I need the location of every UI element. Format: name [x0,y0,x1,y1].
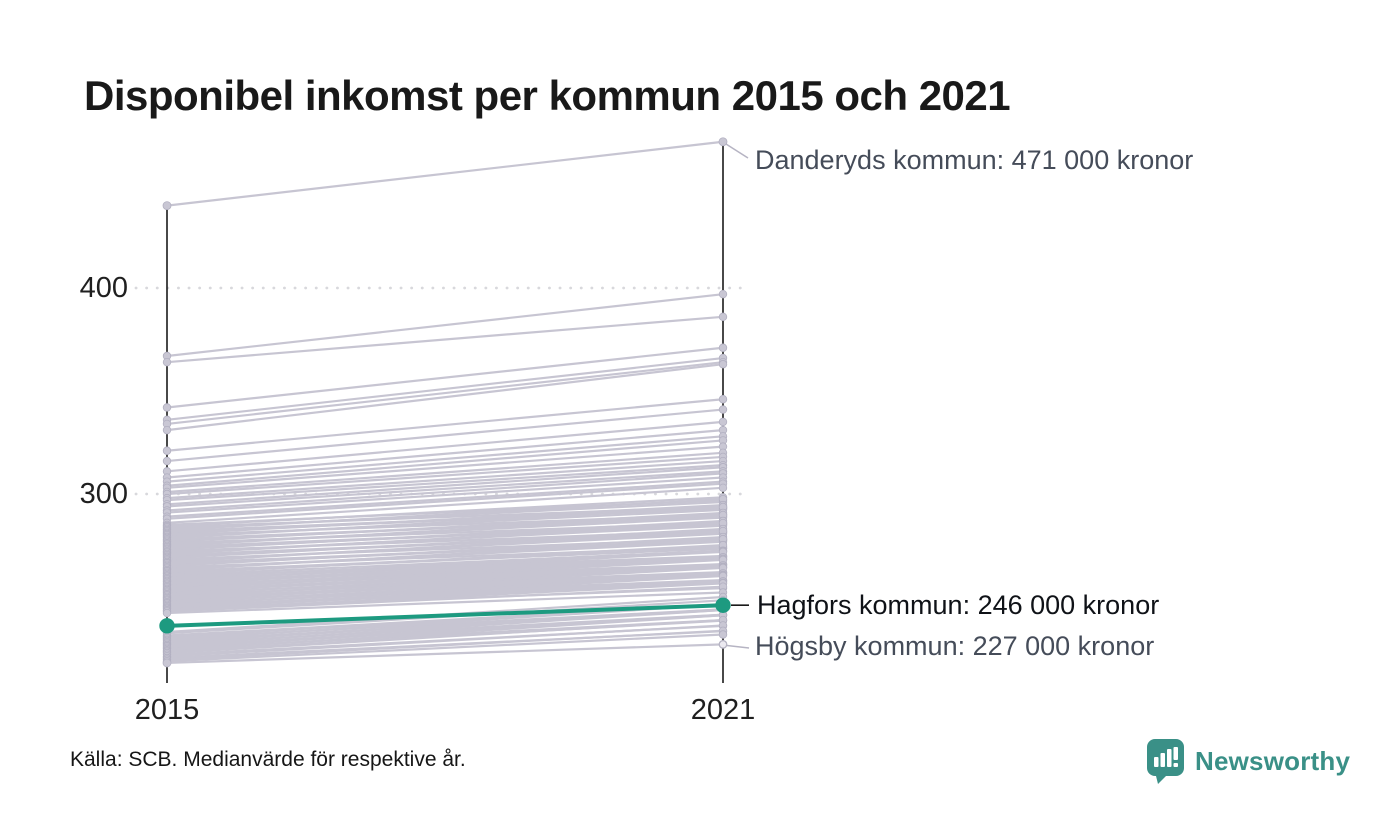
background-line [166,429,724,479]
background-line [166,435,724,483]
background-line [166,513,724,548]
line-danderyds-kommun-dot-2015 [162,201,172,211]
background-line [166,445,724,489]
newsworthy-branding: Newsworthy [1146,738,1350,785]
highlighted-line-hagfors [159,597,731,634]
background-line [166,572,724,600]
background-line [166,439,724,487]
background-line-dot-2015 [162,456,172,466]
background-line [166,505,724,539]
background-line [166,346,724,409]
background-line [166,315,724,364]
background-line [166,470,724,508]
x-tick-label-2021: 2021 [690,694,756,726]
newsworthy-logo-text: Newsworthy [1195,746,1351,776]
background-line-dot-2015 [162,608,172,618]
background-line [166,472,724,512]
background-line [166,629,724,661]
background-line [166,293,724,358]
background-line-dot-2015 [162,403,172,412]
background-line-dot-2021 [718,630,728,639]
background-line [166,529,724,564]
line-h-gsby-kommun [166,643,724,665]
background-line [166,574,724,606]
line-hagfors-highlight [166,603,724,628]
background-line [166,464,724,502]
background-line [166,582,724,612]
background-line [166,482,724,520]
leader-danderyd [725,143,749,159]
background-line [166,633,724,663]
background-line [166,566,724,598]
background-line [166,550,724,582]
background-line [166,451,724,494]
background-line [166,511,724,543]
line-hagfors-highlight-dot-2021 [715,597,731,613]
background-line [166,618,724,655]
annotation-hogsby: Högsby kommun: 227 000 kronor [755,631,1155,661]
background-line [166,521,724,556]
background-line [166,519,724,551]
y-tick-label-300: 300 [79,478,128,510]
background-line-dot-2021 [718,417,728,427]
background-line [166,420,724,473]
x-tick-label-2015: 2015 [134,694,200,726]
background-line-dot-2021 [718,483,728,493]
chart-title: Disponibel inkomst per kommun 2015 och 2… [84,72,1011,119]
municipality-lines [162,137,728,668]
background-line [166,614,724,652]
background-line-dot-2015 [162,357,172,367]
background-line [166,480,724,518]
background-line [166,496,724,528]
background-line [166,558,724,590]
background-line [166,356,724,421]
background-line [166,543,724,576]
background-line [166,459,724,500]
line-danderyds-kommun [166,140,724,207]
background-line [166,361,724,426]
background-line [166,580,724,608]
endpoint-dot-hogsby [718,640,728,649]
background-line [166,527,724,559]
background-line [166,608,724,647]
annotation-hagfors: Hagfors kommun: 246 000 kronor [757,590,1160,620]
background-line [166,535,724,567]
background-line-dot-2015 [162,446,172,455]
background-line [166,466,724,506]
line-hagfors-highlight-dot-2015 [159,618,175,634]
background-line [166,498,724,532]
background-line [166,408,724,463]
background-line [166,455,724,496]
gridlines [134,286,748,496]
annotation-leader-lines [718,143,750,649]
background-line-dot-2021 [718,289,728,299]
line-h-gsby-kommun-dot-2015 [162,658,172,668]
leader-hogsby [726,644,750,649]
background-line-dot-2021 [718,405,728,414]
background-line-dot-2021 [718,360,728,369]
background-line [166,504,724,536]
background-line [166,624,724,658]
background-line [166,486,724,524]
background-line [166,591,724,615]
background-line [166,564,724,592]
background-line [166,476,724,514]
source-note: Källa: SCB. Medianvärde för respektive å… [70,748,466,771]
background-line-dot-2021 [718,312,728,322]
background-line [166,556,724,584]
background-line [166,363,724,432]
annotation-danderyd: Danderyds kommun: 471 000 kronor [755,145,1194,175]
y-tick-label-400: 400 [79,272,128,304]
background-line [166,585,724,613]
background-line-dot-2021 [718,343,728,352]
line-danderyds-kommun-dot-2021 [718,137,728,147]
newsworthy-logo-icon [1147,739,1184,784]
background-line [166,538,724,572]
background-line [166,398,724,452]
background-line-dot-2021 [718,395,728,404]
background-line-dot-2015 [162,425,172,435]
